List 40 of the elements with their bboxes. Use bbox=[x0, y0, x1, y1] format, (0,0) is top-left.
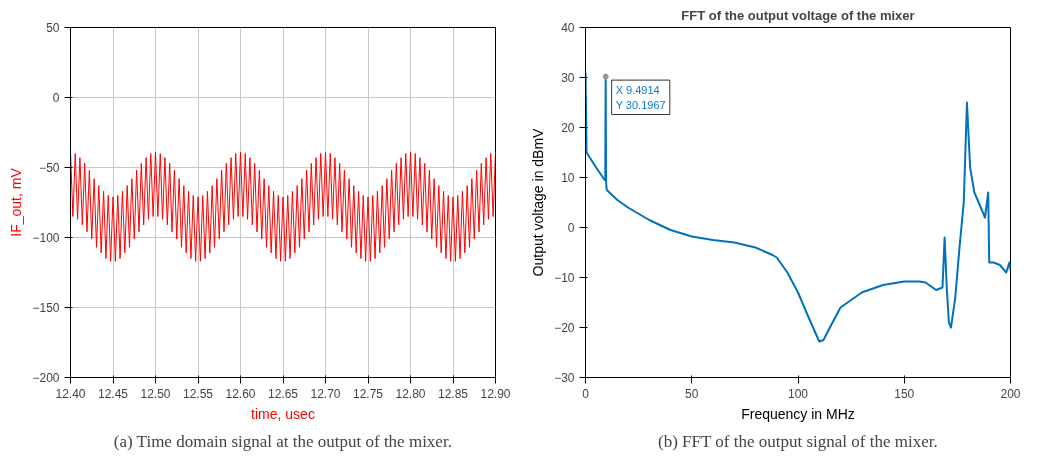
x-tick-label: 12.85 bbox=[437, 386, 469, 401]
annotation: X 9.4914 Y 30.1967 bbox=[615, 84, 666, 111]
x-tick-label: 12.50 bbox=[140, 386, 171, 401]
x-tick-label: 200 bbox=[1000, 386, 1021, 401]
x-axis-title: time, usec bbox=[251, 405, 315, 422]
y-tick-label: 10 bbox=[561, 171, 575, 185]
y-tick-label: −20 bbox=[554, 321, 575, 335]
y-tick-label: 40 bbox=[561, 21, 575, 35]
y-tick-label: 30 bbox=[561, 71, 575, 85]
x-tick-label: 12.70 bbox=[310, 386, 341, 401]
x-tick-label: 12.65 bbox=[267, 386, 299, 401]
x-tick-label: 12.40 bbox=[55, 386, 86, 401]
x-tick-label: 12.45 bbox=[97, 386, 129, 401]
x-tick-label: 100 bbox=[787, 386, 809, 401]
chart-title: FFT of the output voltage of the mixer bbox=[681, 7, 915, 23]
y-tick-label: −100 bbox=[32, 231, 60, 245]
y-axis-title: IF_out, mV bbox=[8, 167, 25, 237]
y-tick-label: −50 bbox=[39, 161, 60, 175]
x-tick-label: 12.90 bbox=[480, 386, 511, 401]
y-tick-label: 50 bbox=[46, 21, 60, 35]
x-tick-label: 50 bbox=[685, 386, 699, 401]
y-tick-label: 20 bbox=[561, 121, 575, 135]
line-series bbox=[70, 151, 496, 262]
line-series bbox=[585, 71, 1011, 343]
text: (a) Time domain signal at the output of the mixer. bbox=[113, 431, 452, 451]
y-axis-title: Output voltage in dBmV bbox=[530, 127, 547, 277]
x-tick-label: 150 bbox=[894, 386, 915, 401]
x-tick-label: 12.80 bbox=[395, 386, 426, 401]
x-tick-label: 12.60 bbox=[225, 386, 256, 401]
y-tick-label: −200 bbox=[32, 371, 60, 385]
y-tick-label: −30 bbox=[554, 371, 575, 385]
x-tick-label: 12.55 bbox=[182, 386, 214, 401]
y-tick-label: 0 bbox=[567, 221, 575, 235]
x-axis-title: Frequency in MHz bbox=[741, 405, 855, 422]
x-tick-label: 0 bbox=[582, 386, 590, 401]
y-tick-label: −150 bbox=[32, 301, 60, 315]
y-tick-label: 0 bbox=[52, 91, 60, 105]
text: (b) FFT of the output signal of the mixer. bbox=[658, 431, 938, 451]
y-tick-label: −10 bbox=[554, 271, 575, 285]
x-tick-label: 12.75 bbox=[352, 386, 384, 401]
